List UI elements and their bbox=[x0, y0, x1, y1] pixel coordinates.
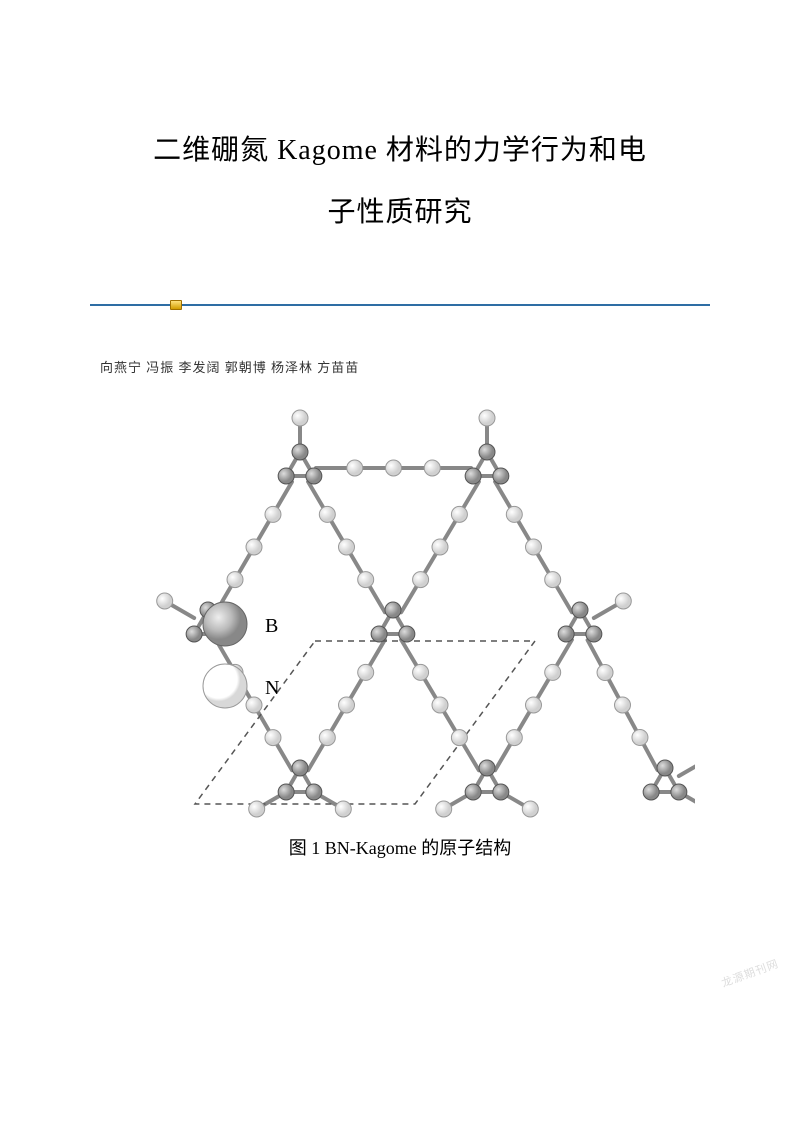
figure-caption: 图 1 BN-Kagome 的原子结构 bbox=[90, 834, 710, 860]
authors-line: 向燕宁 冯振 李发阔 郭朝博 杨泽林 方苗苗 bbox=[100, 357, 710, 376]
legend-b-label: B bbox=[265, 615, 278, 637]
title-line-2: 子性质研究 bbox=[327, 197, 472, 228]
page-title: 二维硼氮 Kagome 材料的力学行为和电 子性质研究 bbox=[90, 120, 710, 243]
divider-line bbox=[90, 304, 710, 306]
legend-b-sphere-icon bbox=[203, 602, 247, 646]
figure-1: BN 图 1 BN-Kagome 的原子结构 bbox=[90, 406, 710, 860]
section-divider bbox=[90, 303, 710, 307]
title-line-1: 二维硼氮 Kagome 材料的力学行为和电 bbox=[153, 135, 647, 166]
watermark-text: 龙源期刊网 bbox=[719, 955, 781, 991]
divider-marker-icon bbox=[170, 300, 182, 310]
legend-n-label: N bbox=[265, 677, 279, 699]
legend-n-sphere-icon bbox=[203, 664, 247, 708]
lattice-diagram: BN bbox=[105, 406, 695, 826]
